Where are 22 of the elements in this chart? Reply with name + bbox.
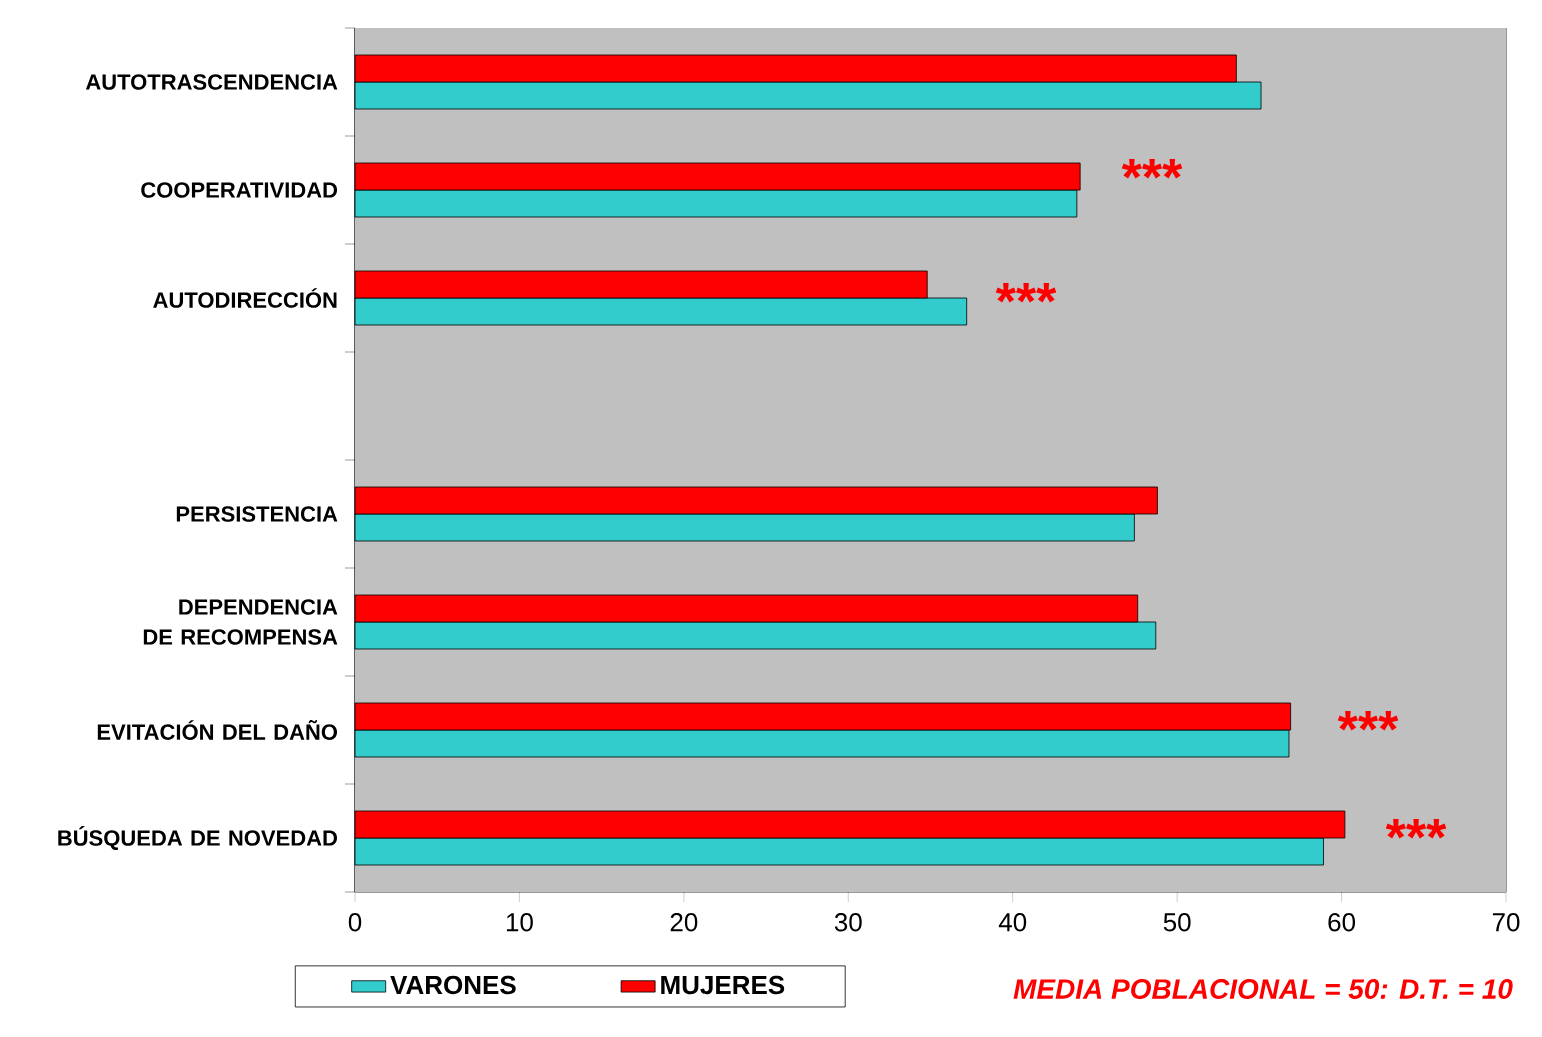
x-tick-label: 70 xyxy=(1492,913,1520,932)
y-tick-label: AUTODIRECCIÓN xyxy=(153,288,337,308)
annotation: *** xyxy=(995,283,1057,303)
x-tick-label: 30 xyxy=(834,913,862,932)
annotation: *** xyxy=(1121,159,1183,179)
annotation: *** xyxy=(1385,819,1447,839)
x-tick-label: 60 xyxy=(1328,913,1356,932)
y-tick-label: BÚSQUEDA DE NOVEDAD xyxy=(58,826,337,850)
y-tick-label: PERSISTENCIA xyxy=(176,506,338,522)
x-tick-label: 50 xyxy=(1163,913,1191,932)
x-tick-label: 0 xyxy=(348,913,362,932)
x-tick-label: 20 xyxy=(670,913,698,932)
y-tick-label: AUTOTRASCENDENCIA xyxy=(85,74,338,90)
annotation: *** xyxy=(1337,711,1399,731)
text: MEDIA POBLACIONAL = 50: D.T. = 10 xyxy=(1013,979,1513,999)
legend-label: VARONES xyxy=(390,975,516,995)
y-tick-label: EVITACIÓN DEL DAÑO xyxy=(97,720,338,740)
y-tick-label: DEPENDENCIA DE RECOMPENSA xyxy=(143,599,338,645)
y-tick-label: COOPERATIVIDAD xyxy=(141,182,338,198)
x-tick-label: 40 xyxy=(998,913,1027,932)
x-tick-label: 10 xyxy=(506,913,533,932)
legend-label: MUJERES xyxy=(661,975,785,995)
